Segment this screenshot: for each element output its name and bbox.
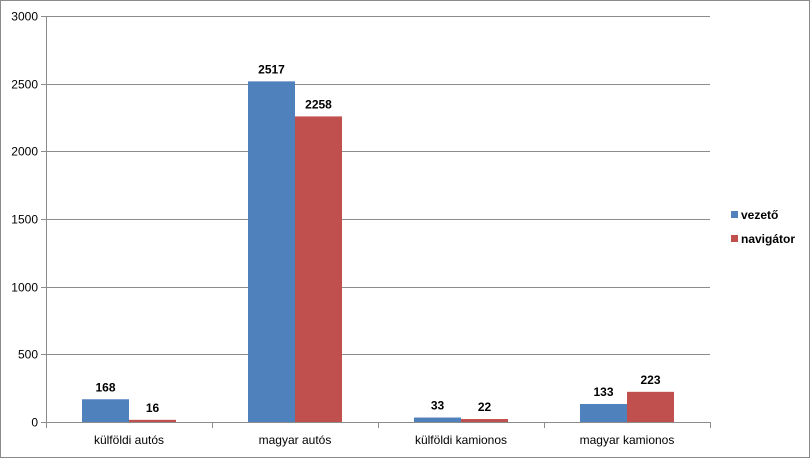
y-tick-label: 1000 [11, 281, 38, 295]
y-tick-label: 1500 [11, 213, 38, 227]
y-tick-label: 500 [18, 348, 38, 362]
bar [248, 81, 295, 422]
y-tick-label: 3000 [11, 10, 38, 24]
bar [461, 419, 508, 422]
legend-label: navigátor [741, 232, 795, 246]
gridlines [46, 16, 710, 423]
legend-swatch [731, 211, 738, 218]
bar [82, 399, 129, 422]
x-tick-label: magyar autós [259, 433, 332, 447]
data-label: 223 [640, 373, 660, 387]
y-tick-label: 0 [31, 416, 38, 430]
data-label: 133 [593, 385, 613, 399]
data-labels: 168 16 2517 2258 33 22 133 223 [95, 62, 660, 414]
bar [295, 116, 342, 423]
y-tick-label: 2000 [11, 145, 38, 159]
bar [580, 404, 627, 422]
legend: vezető navigátor [731, 208, 795, 246]
bar [414, 417, 461, 422]
legend-label: vezető [741, 208, 778, 222]
y-axis-ticks: 0 500 1000 1500 2000 2500 3000 [11, 10, 46, 430]
data-label: 2517 [258, 62, 285, 76]
data-label: 33 [431, 399, 445, 413]
x-tick-label: külföldi kamionos [415, 433, 507, 447]
data-label: 16 [146, 401, 160, 415]
x-axis-ticks: külföldi autós magyar autós külföldi kamio… [46, 422, 711, 447]
data-label: 22 [478, 400, 492, 414]
x-tick-label: külföldi autós [94, 433, 164, 447]
y-tick-label: 2500 [11, 78, 38, 92]
data-label: 168 [95, 380, 115, 394]
bar [129, 419, 176, 422]
legend-swatch [731, 235, 738, 242]
data-label: 2258 [305, 97, 332, 111]
x-tick-label: magyar kamionos [580, 433, 675, 447]
bar [627, 391, 674, 422]
bars [82, 81, 674, 423]
